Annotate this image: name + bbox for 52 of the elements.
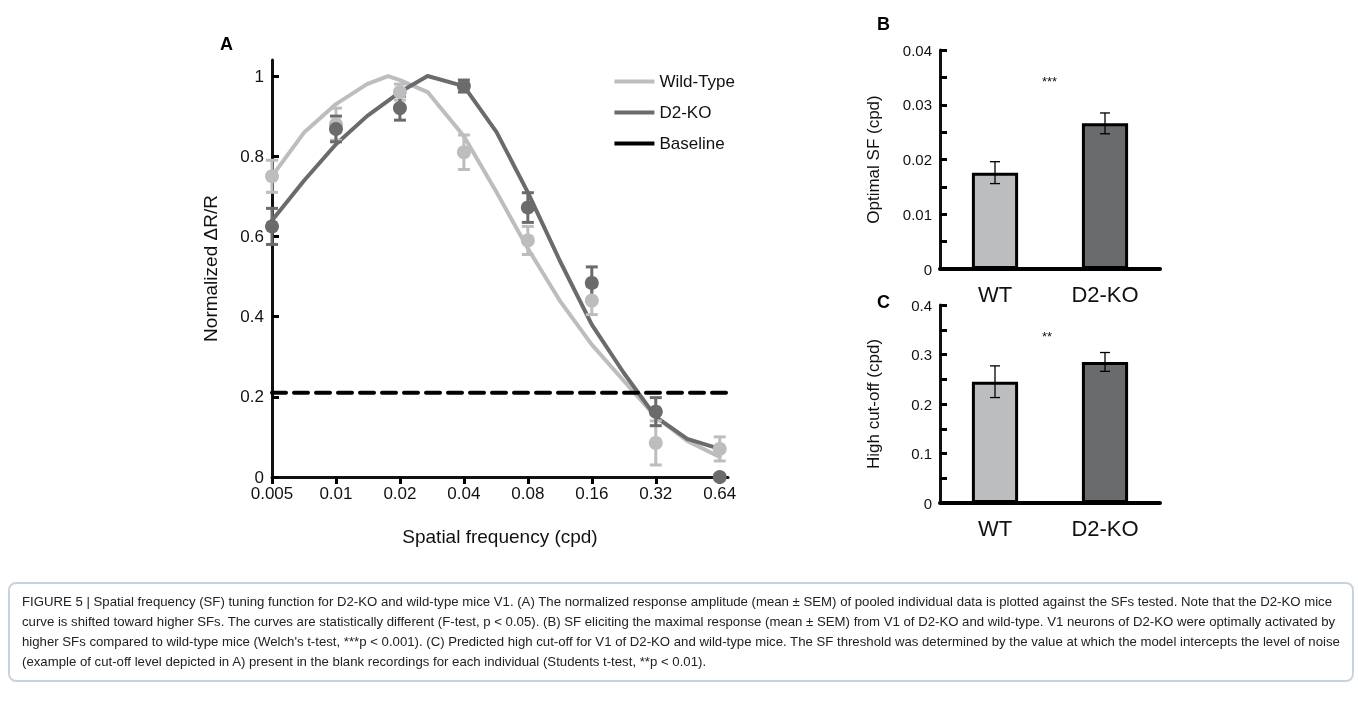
x-axis-title: Spatial frequency (cpd)	[402, 526, 598, 547]
point	[584, 275, 599, 290]
y-tick-label: 0.02	[902, 151, 932, 168]
x-tick-label: WT	[977, 515, 1013, 541]
y-tick-label: 0.2	[240, 387, 264, 407]
y-tick-label: 0.2	[911, 395, 932, 413]
point	[584, 293, 599, 308]
x-tick-label: WT	[977, 281, 1013, 307]
x-tick-label: 0.64	[703, 484, 737, 503]
point	[648, 435, 663, 450]
y-axis-title: High cut-off (cpd)	[864, 338, 883, 470]
y-tick-label: 0.1	[911, 445, 932, 462]
y-tick-label: 0.4	[911, 296, 932, 314]
point	[265, 219, 279, 234]
caption: FIGURE 5 | Spatial frequency (SF) tuning function for D2-KO and wild-type mice V1. (A) The normalized response amplitude (mean ± SEM) of pooled individual data is plotted against the SFs tested. Note that the D2-KO mice curve is shifted toward higher SFs. The curves are statistically different (F-test, p < 0.05). (B) SF eliciting the maximal response (mean ± SEM) from V1 of D2-KO and wild-type. V1 neurons of D2-KO were optimally activated by higher SFs compared to wild-type mice (Welch's t-test, ***p < 0.001). (C) Predicted high cut-off for V1 of D2-KO and wild-type mice. The SF threshold was determined by the value at which the model intercepts the level of noise (example of cut-off level depicted in A) present in the blank recordings for each individual (Students t-test, **p < 0.01).	[8, 582, 1354, 682]
y-tick-label: 0.01	[902, 205, 932, 223]
point	[265, 169, 279, 184]
point	[712, 441, 727, 456]
chart-title: A	[220, 34, 233, 54]
point	[712, 470, 727, 484]
x-tick-label: 0.16	[575, 484, 609, 503]
y-tick-label: 0.3	[911, 346, 932, 363]
x-tick-label: 0.02	[383, 484, 417, 503]
point	[520, 233, 535, 248]
y-tick-label: 0.8	[240, 146, 264, 166]
y-tick-label: 0.04	[902, 41, 932, 59]
annotation: ***	[1042, 74, 1058, 89]
point	[648, 404, 663, 419]
x-tick-label: 0.01	[319, 484, 353, 503]
y-tick-label: 0	[923, 260, 932, 278]
y-tick-label: 0.4	[240, 307, 264, 327]
x-tick-label: 0.32	[639, 484, 673, 503]
y-tick-label: 1	[254, 66, 264, 86]
x-tick-label: 0.08	[511, 484, 545, 503]
chart-title: B	[877, 14, 890, 34]
x-tick-label: 0.005	[250, 484, 294, 503]
y-axis-title: Normalized ΔR/R	[200, 195, 221, 342]
point	[328, 121, 343, 136]
point	[520, 200, 535, 215]
legend-label: Baseline	[659, 134, 725, 153]
y-tick-label: 0	[923, 494, 932, 512]
x-tick-label: 0.04	[447, 484, 481, 503]
legend-label: Wild-Type	[659, 72, 736, 91]
annotation: **	[1042, 329, 1053, 344]
point	[392, 101, 407, 116]
chart-title: C	[877, 292, 890, 312]
y-tick-label: 0.03	[902, 96, 932, 114]
y-tick-label: 0	[254, 467, 264, 487]
y-axis-title: Optimal SF (cpd)	[864, 95, 883, 224]
y-tick-label: 0.6	[240, 226, 264, 246]
legend-label: D2-KO	[659, 103, 712, 122]
point	[456, 145, 471, 160]
